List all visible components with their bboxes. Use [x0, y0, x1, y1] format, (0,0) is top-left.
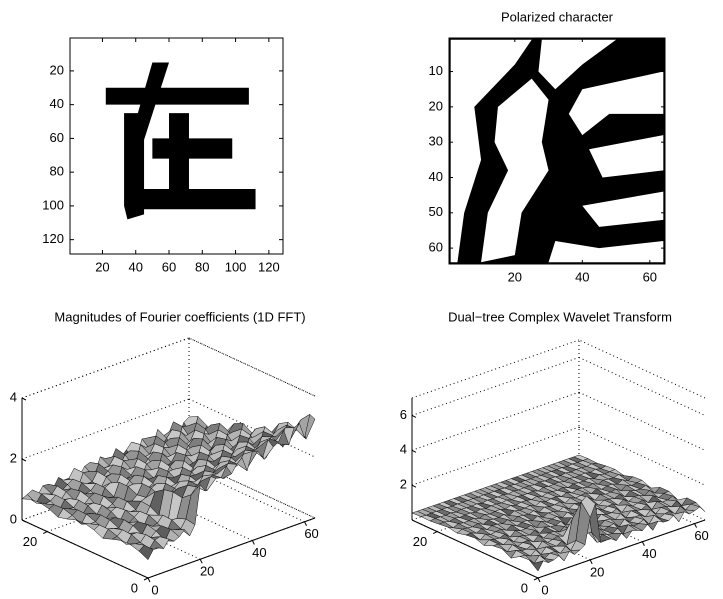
grid-line	[22, 338, 189, 398]
z-tick	[412, 450, 416, 452]
z-tick	[412, 415, 416, 417]
y-tick	[534, 578, 538, 580]
character-stroke	[139, 189, 255, 209]
x-tick	[642, 542, 644, 546]
x-tick-label: 60	[643, 269, 657, 284]
x-tick	[252, 541, 254, 545]
y-tick-label: 20	[413, 534, 427, 549]
x-tick	[695, 524, 697, 528]
z-tick-label: 6	[400, 407, 407, 422]
x-tick-label: 120	[258, 259, 280, 274]
y-tick-label: 20	[429, 98, 443, 113]
y-tick-label: 10	[429, 63, 443, 78]
image-panel	[70, 38, 283, 254]
figure: 2040608010012020406080100120Polarized ch…	[0, 0, 723, 599]
y-tick-label: 60	[429, 240, 443, 255]
character-stroke	[106, 88, 249, 105]
grid-line	[412, 392, 579, 450]
y-tick	[433, 532, 437, 534]
grid-line	[579, 357, 705, 415]
z-tick-label: 4	[400, 442, 407, 457]
x-tick-label: 40	[642, 546, 656, 561]
y-tick-label: 120	[42, 231, 64, 246]
x-tick-label: 40	[575, 269, 589, 284]
surface-panel	[22, 338, 315, 582]
box-edge	[579, 340, 705, 398]
chart-title: Dual−tree Complex Wavelet Transform	[448, 309, 672, 324]
x-tick-label: 60	[162, 259, 176, 274]
x-tick-label: 20	[95, 259, 109, 274]
z-tick	[22, 459, 26, 461]
x-tick-label: 60	[304, 526, 318, 541]
x-tick-label: 100	[225, 259, 247, 274]
y-tick	[144, 578, 148, 580]
z-tick-label: 2	[10, 450, 17, 465]
z-tick-label: 4	[10, 389, 17, 404]
z-tick	[22, 520, 26, 522]
x-tick	[590, 560, 592, 564]
z-tick	[22, 398, 26, 400]
y-tick-label: 50	[429, 204, 443, 219]
x-tick	[538, 578, 540, 582]
x-tick-label: 20	[200, 564, 214, 579]
y-tick-label: 30	[429, 134, 443, 149]
x-tick	[148, 578, 150, 582]
x-tick-label: 20	[508, 269, 522, 284]
z-tick-label: 2	[400, 477, 407, 492]
y-tick-label: 0	[131, 580, 138, 595]
x-tick-label: 80	[195, 259, 209, 274]
y-tick-label: 80	[50, 164, 64, 179]
grid-line	[579, 392, 705, 450]
chart-title: Polarized character	[501, 9, 614, 24]
x-tick-label: 20	[590, 564, 604, 579]
z-tick	[412, 485, 416, 487]
y-tick	[43, 532, 47, 534]
box-edge	[412, 340, 579, 398]
y-tick-label: 40	[50, 96, 64, 111]
y-tick-label: 0	[521, 580, 528, 595]
surface-panel	[412, 340, 705, 582]
grid-line	[412, 357, 579, 415]
x-tick-label: 0	[151, 582, 158, 597]
image-panel	[449, 38, 665, 264]
y-tick-label: 100	[42, 197, 64, 212]
x-tick	[305, 522, 307, 526]
chart-title: Magnitudes of Fourier coefficients (1D F…	[54, 309, 305, 324]
x-tick-label: 0	[541, 582, 548, 597]
y-tick-label: 20	[23, 534, 37, 549]
x-tick	[200, 559, 202, 563]
z-tick-label: 0	[10, 511, 17, 526]
y-tick-label: 60	[50, 130, 64, 145]
x-tick-label: 40	[252, 545, 266, 560]
y-tick-label: 20	[50, 62, 64, 77]
x-tick-label: 40	[128, 259, 142, 274]
y-tick-label: 40	[429, 169, 443, 184]
character-stroke	[152, 138, 232, 158]
x-tick-label: 60	[694, 528, 708, 543]
